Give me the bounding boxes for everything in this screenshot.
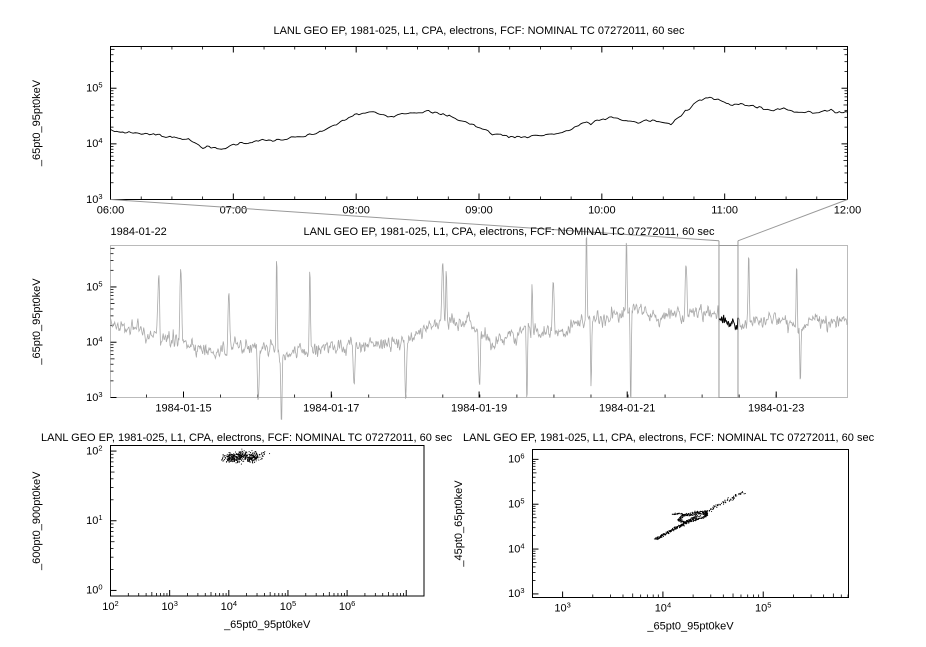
- svg-text:_65pt0_95pt0keV: _65pt0_95pt0keV: [223, 619, 311, 631]
- svg-text:_600pt0_900pt0keV: _600pt0_900pt0keV: [31, 471, 43, 571]
- svg-text:_45pt0_65pt0keV: _45pt0_65pt0keV: [453, 480, 465, 568]
- svg-text:08:00: 08:00: [342, 205, 370, 217]
- svg-text:10:00: 10:00: [588, 205, 616, 217]
- svg-text:07:00: 07:00: [220, 205, 248, 217]
- svg-text:_65pt0_95pt0keV: _65pt0_95pt0keV: [31, 278, 43, 366]
- svg-text:1984-01-21: 1984-01-21: [599, 403, 655, 415]
- svg-text:1984-01-23: 1984-01-23: [748, 403, 804, 415]
- svg-text:1984-01-17: 1984-01-17: [303, 403, 359, 415]
- svg-text:12:00: 12:00: [834, 205, 862, 217]
- svg-text:11:00: 11:00: [711, 205, 738, 217]
- svg-text:06:00: 06:00: [97, 205, 125, 217]
- svg-text:LANL GEO EP, 1981-025, L1, CPA: LANL GEO EP, 1981-025, L1, CPA, electron…: [463, 432, 875, 444]
- svg-text:1984-01-15: 1984-01-15: [155, 403, 211, 415]
- svg-text:1984-01-22: 1984-01-22: [111, 226, 167, 238]
- svg-text:LANL GEO EP, 1981-025, L1, CPA: LANL GEO EP, 1981-025, L1, CPA, electron…: [273, 25, 685, 37]
- svg-text:LANL GEO EP, 1981-025, L1, CPA: LANL GEO EP, 1981-025, L1, CPA, electron…: [303, 226, 715, 238]
- svg-text:1984-01-19: 1984-01-19: [451, 403, 507, 415]
- svg-text:LANL GEO EP, 1981-025, L1, CPA: LANL GEO EP, 1981-025, L1, CPA, electron…: [41, 432, 453, 444]
- svg-text:_65pt0_95pt0keV: _65pt0_95pt0keV: [31, 79, 43, 167]
- svg-text:_65pt0_95pt0keV: _65pt0_95pt0keV: [646, 621, 734, 633]
- svg-text:09:00: 09:00: [465, 205, 493, 217]
